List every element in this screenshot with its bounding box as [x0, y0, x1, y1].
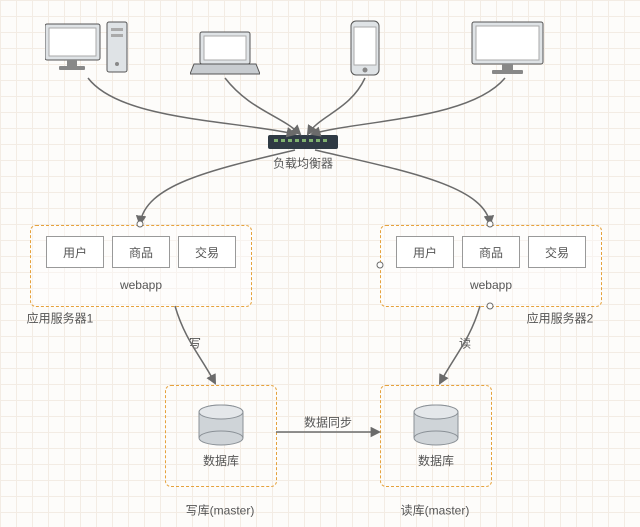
module-box: 用户	[396, 236, 454, 268]
laptop-icon	[190, 30, 260, 83]
webapp-label: webapp	[31, 272, 251, 302]
read-db-caption: 读库(master)	[401, 502, 470, 519]
module-box: 商品	[462, 236, 520, 268]
write-db-caption: 写库(master)	[186, 502, 255, 519]
load-balancer-label: 负载均衡器	[273, 155, 333, 172]
write-db-box: 数据库	[165, 385, 277, 487]
module-box: 交易	[178, 236, 236, 268]
edge-label-write: 写	[189, 335, 201, 352]
database-cylinder-icon	[196, 404, 246, 446]
app-server-2-box: 用户 商品 交易 webapp	[380, 225, 602, 307]
module-box: 交易	[528, 236, 586, 268]
app-server-2-caption: 应用服务器2	[527, 310, 594, 327]
webapp-label: webapp	[381, 272, 601, 302]
app-server-1-box: 用户 商品 交易 webapp	[30, 225, 252, 307]
load-balancer-icon	[268, 135, 338, 156]
db-label: 数据库	[418, 452, 454, 469]
app-server-1-caption: 应用服务器1	[27, 310, 94, 327]
edge-label-sync: 数据同步	[304, 414, 352, 431]
edge	[140, 150, 295, 224]
edge	[315, 150, 490, 224]
edge	[312, 78, 505, 134]
diagram-canvas: 负载均衡器 用户 商品 交易 webapp 应用服务器1 用户 商品 交易 we…	[0, 0, 640, 527]
db-label: 数据库	[203, 452, 239, 469]
database-cylinder-icon	[411, 404, 461, 446]
module-box: 商品	[112, 236, 170, 268]
desktop-with-tower-icon	[45, 20, 130, 83]
edge	[225, 78, 300, 134]
read-db-box: 数据库	[380, 385, 492, 487]
edge	[88, 78, 295, 134]
edge-label-read: 读	[459, 335, 471, 352]
module-box: 用户	[46, 236, 104, 268]
smartphone-icon	[350, 20, 380, 81]
monitor-icon	[470, 20, 545, 83]
edge	[308, 78, 365, 134]
